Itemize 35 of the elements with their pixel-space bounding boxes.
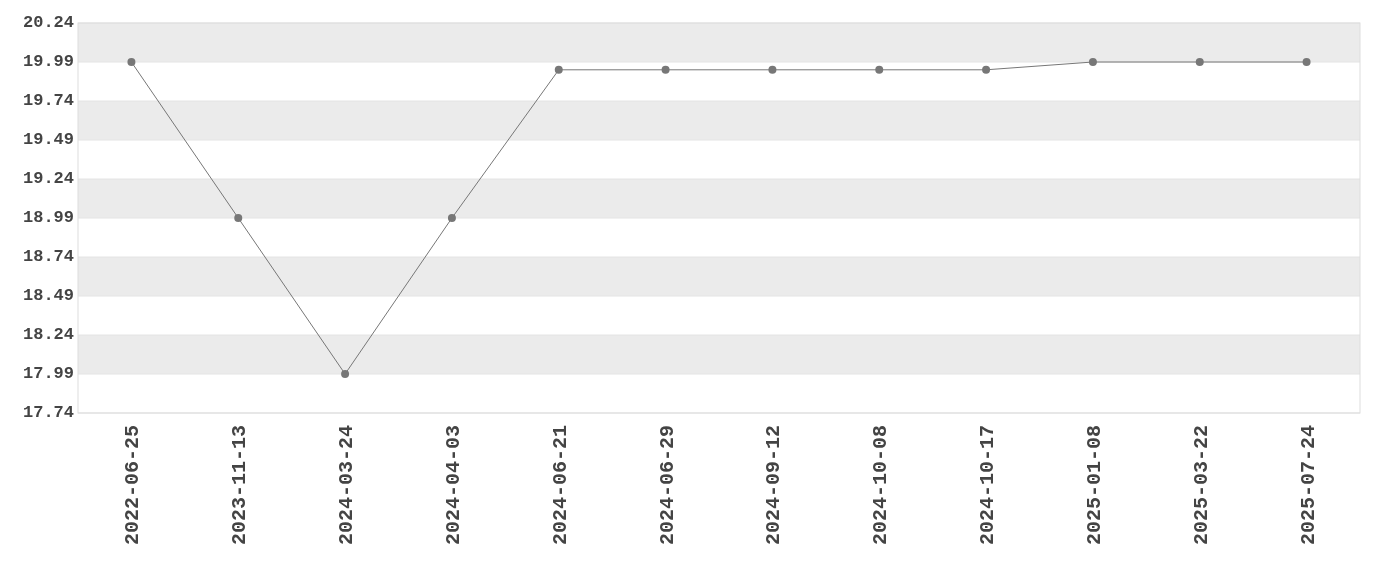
y-tick-label: 18.74 [22, 247, 74, 267]
x-tick-label: 2024-10-08 [869, 425, 893, 546]
y-tick-label: 19.24 [22, 169, 74, 189]
point [768, 65, 777, 74]
y-tick-label: 18.49 [22, 286, 74, 306]
x-tick-label: 2022-06-25 [121, 425, 145, 546]
y-tick-label: 18.24 [22, 325, 74, 345]
point [982, 65, 991, 74]
point [127, 58, 136, 66]
y-tick-label: 17.99 [22, 364, 74, 384]
y-tick-label: 17.74 [22, 403, 74, 423]
point [1195, 58, 1204, 66]
x-tick-label: 2024-06-29 [655, 425, 679, 546]
x-tick-label: 2024-06-21 [548, 425, 572, 546]
x-tick-label: 2024-10-17 [976, 425, 1000, 546]
x-tick-label: 2025-03-22 [1189, 425, 1213, 546]
point [447, 214, 456, 222]
x-tick-label: 2023-11-13 [228, 425, 252, 546]
y-tick-label: 19.99 [22, 52, 74, 72]
y-tick-label: 18.99 [22, 208, 74, 228]
x-tick-label: 2024-09-12 [762, 425, 786, 546]
point [341, 370, 350, 378]
point [1302, 58, 1311, 66]
x-tick-label: 2025-01-08 [1082, 425, 1106, 546]
point [661, 65, 670, 74]
x-tick-label: 2024-03-24 [335, 425, 359, 546]
point [875, 65, 884, 74]
y-tick-label: 19.74 [22, 91, 74, 111]
point [554, 65, 563, 74]
x-tick-label: 2025-07-24 [1296, 425, 1320, 546]
y-tick-label: 19.49 [22, 130, 74, 150]
point [234, 214, 243, 222]
point [1088, 58, 1097, 66]
x-tick-label: 2024-04-03 [441, 425, 465, 546]
y-tick-label: 20.24 [22, 13, 74, 33]
